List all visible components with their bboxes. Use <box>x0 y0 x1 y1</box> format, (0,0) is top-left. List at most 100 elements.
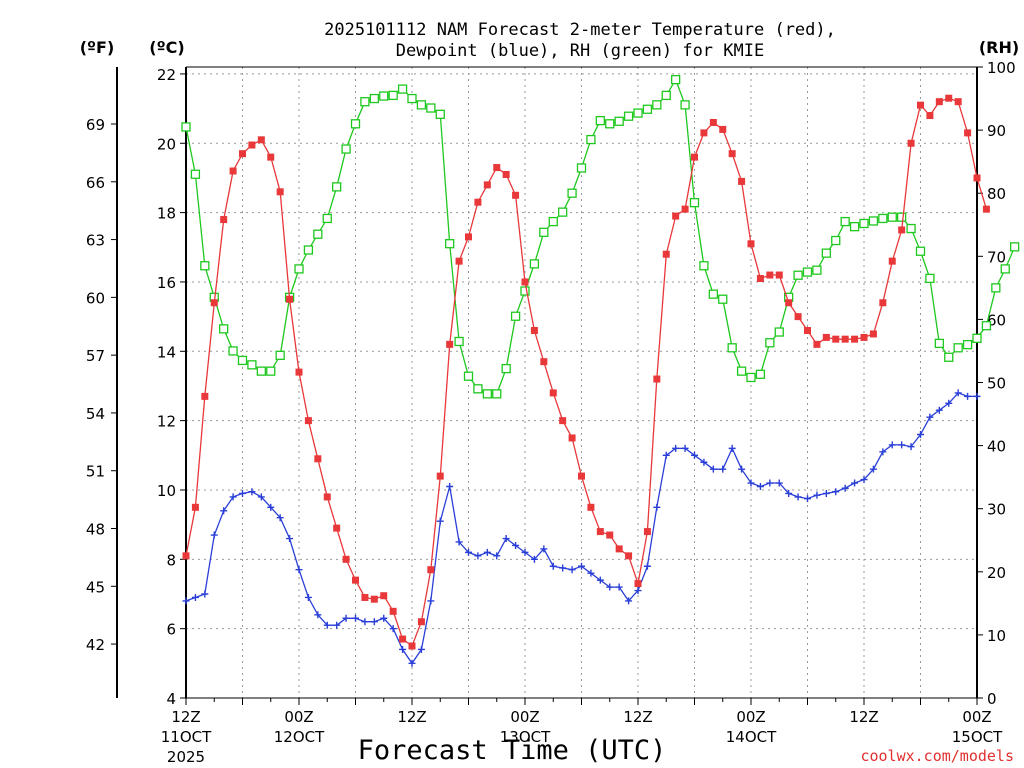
dewpoint-point <box>239 489 246 497</box>
rh-point <box>492 389 502 399</box>
dewpoint-point <box>549 562 557 570</box>
rh-point <box>548 216 558 227</box>
temperature-point <box>700 129 708 137</box>
x-tick-label: 13OCT <box>500 728 551 746</box>
dewpoint-point <box>785 489 793 497</box>
rh-point <box>897 212 907 222</box>
rh-point <box>802 267 813 277</box>
dewpoint-point <box>653 503 661 511</box>
rh-point <box>972 333 982 343</box>
x-tick-label: 12Z <box>171 708 200 726</box>
rh-point <box>1010 242 1020 252</box>
temperature-point <box>361 593 369 601</box>
rh-point <box>849 221 860 232</box>
temperature-point <box>568 434 576 442</box>
x-tick-label: 12Z <box>623 708 652 726</box>
temperature-point <box>182 552 190 560</box>
dewpoint-point <box>465 548 472 556</box>
rh-point <box>642 104 653 114</box>
dewpoint-point <box>738 465 746 473</box>
chart-title-line2: Dewpoint (blue), RH (green) for KMIE <box>396 41 764 61</box>
temperature-point <box>804 326 811 334</box>
temperature-point <box>521 278 529 286</box>
temperature-point <box>813 340 821 348</box>
rh-point <box>661 90 671 101</box>
dewpoint-point <box>832 488 840 496</box>
rh-point <box>934 338 944 349</box>
temperature-point <box>370 595 378 603</box>
rh-point <box>755 369 766 379</box>
temperature-point <box>973 174 981 182</box>
temperature-point <box>295 368 303 376</box>
temperature-point <box>559 417 567 425</box>
rh-point <box>595 115 605 126</box>
dewpoint-point <box>691 451 698 459</box>
rh-point <box>708 289 718 299</box>
temperature-point <box>380 592 388 600</box>
rh-point <box>463 371 474 381</box>
rh-point <box>991 283 1001 293</box>
dewpoint-point <box>964 392 972 400</box>
rh-point <box>633 108 643 118</box>
rh-point <box>200 261 210 271</box>
rh-point <box>501 363 511 374</box>
rh-point <box>520 286 530 296</box>
temperature-point <box>869 330 877 338</box>
rh-point <box>812 265 822 275</box>
dewpoint-point <box>822 489 830 497</box>
temperature-point <box>766 271 774 279</box>
rh-point <box>605 119 615 129</box>
dewpoint-point <box>672 444 680 452</box>
temperature-point <box>634 580 642 588</box>
rh-tick-label: 70 <box>987 248 1006 266</box>
dewpoint-point <box>728 444 736 452</box>
x-tick-label: 2025 <box>167 748 205 766</box>
dewpoint-point <box>493 552 501 560</box>
temperature-point <box>530 326 538 334</box>
rh-point <box>341 144 351 154</box>
temperature-point <box>210 299 218 307</box>
rh-tick-label: 50 <box>987 375 1006 393</box>
temperature-point <box>286 295 294 303</box>
rh-point <box>303 245 314 255</box>
rh-point <box>614 116 624 126</box>
rh-point <box>671 74 681 85</box>
temperature-point <box>191 503 199 511</box>
temperature-point <box>691 153 698 161</box>
temperature-series <box>182 94 990 650</box>
dewpoint-point <box>813 491 821 499</box>
rh-point <box>746 372 756 383</box>
dewpoint-point <box>973 392 981 400</box>
rh-point <box>953 343 963 353</box>
dewpoint-point <box>436 517 444 525</box>
temperature-point <box>747 240 755 248</box>
rh-point <box>962 339 973 350</box>
dewpoint-point <box>276 514 284 522</box>
fahrenheit-tick-label: 42 <box>86 636 105 654</box>
celsius-tick-label: 12 <box>157 413 176 431</box>
rh-point <box>454 336 464 347</box>
rh-point <box>313 229 323 239</box>
rh-point <box>576 163 587 173</box>
rh-point <box>944 352 954 362</box>
fahrenheit-tick-label: 54 <box>86 405 105 423</box>
temperature-point <box>841 335 849 343</box>
temperature-point <box>822 333 830 341</box>
rh-point <box>567 188 577 198</box>
dewpoint-point <box>229 493 237 501</box>
rh-point <box>774 327 784 337</box>
rh-point <box>275 350 285 361</box>
rh-point <box>445 239 455 249</box>
rh-point <box>219 324 229 334</box>
dewpoint-point <box>314 611 322 619</box>
temperature-point <box>964 129 972 137</box>
celsius-tick-label: 18 <box>157 205 176 223</box>
rh-point <box>831 235 841 246</box>
rh-point <box>407 93 417 104</box>
dewpoint-point <box>606 583 614 591</box>
dewpoint-point <box>370 618 378 626</box>
x-tick-label: 00Z <box>962 708 991 726</box>
temperature-point <box>267 153 275 161</box>
temperature-point <box>474 198 482 206</box>
